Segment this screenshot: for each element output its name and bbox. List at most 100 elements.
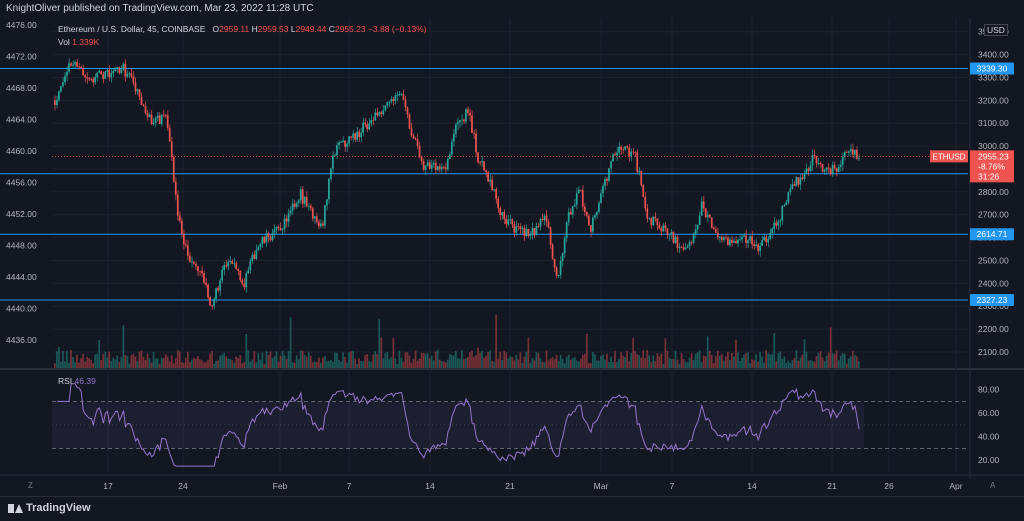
candle-body xyxy=(735,240,737,244)
volume-bar xyxy=(807,360,810,368)
volume-bar xyxy=(779,351,782,368)
candle-body xyxy=(394,95,397,102)
candle-body xyxy=(853,149,856,155)
volume-bar xyxy=(184,357,187,368)
volume-legend: Vol 1.339K xyxy=(58,37,99,47)
candle-body xyxy=(827,167,830,169)
candle-body xyxy=(765,237,768,243)
volume-bar xyxy=(843,353,846,368)
volume-bar xyxy=(654,361,657,368)
volume-bar xyxy=(201,360,203,368)
volume-bar xyxy=(106,357,109,368)
candle-body xyxy=(674,236,677,243)
volume-bar xyxy=(626,350,628,368)
last-price-tag xyxy=(970,150,1014,183)
candle-body xyxy=(517,226,520,228)
volume-bar xyxy=(606,353,608,368)
volume-bar xyxy=(418,358,421,368)
time-axis-tick-label: 24 xyxy=(178,481,188,491)
candle-body xyxy=(102,74,105,80)
candle-countdown: 31:26 xyxy=(978,171,1000,181)
volume-bar xyxy=(837,360,840,368)
volume-bar xyxy=(277,361,280,368)
candle-body xyxy=(396,95,399,97)
candle-body xyxy=(803,173,806,179)
volume-bar xyxy=(547,360,550,368)
volume-bar xyxy=(100,360,103,368)
volume-bar xyxy=(172,363,175,368)
volume-bar xyxy=(96,353,99,368)
candle-body xyxy=(614,154,616,156)
volume-bar xyxy=(88,358,90,368)
volume-bar xyxy=(297,359,300,368)
candle-body xyxy=(434,163,437,170)
volume-bar xyxy=(835,350,838,368)
candle-body xyxy=(835,168,838,172)
candle-body xyxy=(124,63,127,77)
volume-bar xyxy=(573,357,576,368)
volume-bar xyxy=(769,354,772,368)
tradingview-logo: TradingView xyxy=(8,502,91,514)
auto-scale-button[interactable]: A xyxy=(990,481,996,490)
volume-bar xyxy=(825,355,828,368)
level-price-label: 2614.71 xyxy=(977,229,1008,239)
volume-bar xyxy=(138,351,141,368)
volume-bar xyxy=(231,360,234,368)
tradingview-logo-icon xyxy=(8,503,23,513)
candle-body xyxy=(696,224,699,230)
candle-body xyxy=(604,178,606,187)
volume-bar xyxy=(178,351,181,368)
candle-body xyxy=(598,202,600,212)
candle-body xyxy=(164,115,167,117)
volume-bar xyxy=(733,356,735,368)
candle-body xyxy=(150,114,153,125)
volume-bar xyxy=(587,363,590,368)
right-axis-tick-label: 2400.00 xyxy=(978,278,1009,288)
candle-body xyxy=(535,226,538,236)
volume-bar xyxy=(182,363,185,368)
candle-body xyxy=(513,224,516,233)
volume-bar xyxy=(650,361,653,368)
volume-bar xyxy=(340,361,342,368)
candle-body xyxy=(571,206,574,215)
volume-bar xyxy=(376,354,379,368)
candle-body xyxy=(130,73,133,77)
currency-label[interactable]: USD xyxy=(984,24,1008,36)
candle-body xyxy=(388,101,391,103)
volume-bar xyxy=(120,356,123,368)
chart-canvas[interactable]: 3500.003400.003300.003200.003100.003000.… xyxy=(0,0,1024,496)
candle-body xyxy=(795,177,798,186)
volume-bar xyxy=(583,353,586,368)
volume-bar xyxy=(162,358,165,368)
candle-body xyxy=(205,282,207,285)
volume-bar xyxy=(636,354,639,368)
right-axis-tick-label: 2500.00 xyxy=(978,255,1009,265)
candle-body xyxy=(739,239,741,241)
candle-body xyxy=(279,228,282,230)
volume-bar xyxy=(64,361,66,368)
volume-bar xyxy=(815,356,818,368)
volume-bar xyxy=(841,353,844,368)
candle-body xyxy=(565,222,568,239)
volume-bar xyxy=(731,353,733,368)
candle-body xyxy=(819,163,822,164)
volume-bar xyxy=(684,361,687,368)
volume-bar xyxy=(442,361,445,368)
volume-bar xyxy=(454,350,457,368)
rsi-axis-tick-label: 60.00 xyxy=(978,408,1000,418)
volume-bar xyxy=(356,363,358,368)
volume-bar xyxy=(662,363,665,368)
volume-bar xyxy=(777,353,780,368)
candle-body xyxy=(160,114,163,124)
volume-bar xyxy=(559,354,562,368)
volume-bar xyxy=(660,353,663,368)
candle-body xyxy=(722,237,725,241)
volume-bar xyxy=(404,352,407,368)
volume-bar xyxy=(485,355,487,368)
candle-body xyxy=(199,270,201,272)
candle-body xyxy=(273,229,276,233)
candle-body xyxy=(144,106,147,114)
volume-bar xyxy=(303,354,306,368)
candle-body xyxy=(757,244,759,251)
zoom-toggle-button[interactable]: Z xyxy=(28,481,33,490)
